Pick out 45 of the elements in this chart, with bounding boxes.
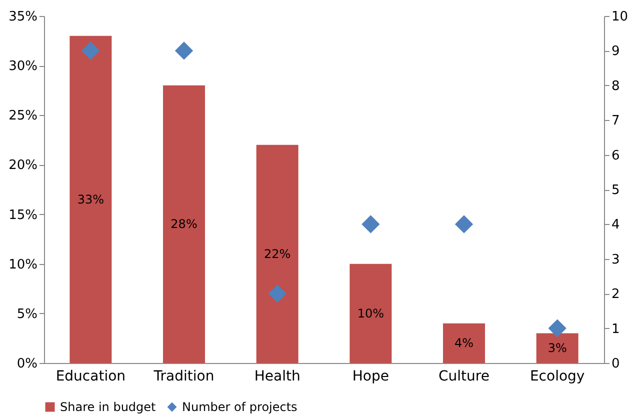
bar [350,264,392,363]
y-tick-label: 15% [8,208,38,223]
y2-tick-label: 6 [612,148,620,164]
legend-label: Share in budget [60,400,156,414]
data-label: 33% [77,192,104,206]
x-tick-label: Culture [438,368,490,384]
data-label: 3% [548,341,567,356]
y2-tick-label: 10 [612,10,628,24]
bar [163,85,205,363]
data-label: 28% [170,217,198,232]
point [174,42,194,60]
data-label: 4% [454,336,474,350]
x-tick-label: Ecology [530,368,585,384]
y-tick-label: 20% [8,158,38,174]
y-tick-label: 5% [16,306,38,322]
y2-tick-label: 2 [612,287,620,302]
y-tick-label: 35% [8,10,38,24]
data-label: 10% [357,306,384,320]
bar [70,36,112,363]
y2-tick-label: 7 [612,114,620,129]
y2-tick-label: 3 [612,252,620,268]
point [268,284,286,303]
point [362,215,380,234]
y2-tick-label: 5 [612,183,620,198]
x-tick-label: Hope [352,368,389,384]
point [548,319,566,338]
y-tick-label: 25% [8,108,38,124]
point [454,215,474,234]
data-label: 22% [264,246,291,261]
y2-tick-label: 0 [612,356,620,372]
bar [536,333,578,363]
y2-tick-label: 8 [612,78,620,94]
x-tick-label: Health [254,368,300,384]
x-tick-label: Tradition [152,368,214,384]
y-tick-label: 10% [8,257,38,272]
bar [256,144,298,363]
x-tick-label: Education [56,368,126,384]
y2-tick-label: 9 [612,44,620,60]
y2-tick-label: 1 [612,322,620,337]
y2-tick-label: 4 [612,218,620,233]
y-tick-label: 30% [8,59,38,74]
point [82,42,100,60]
bar [443,323,485,363]
y-tick-label: 0% [16,356,38,372]
legend-label: Number of projects [182,400,298,414]
